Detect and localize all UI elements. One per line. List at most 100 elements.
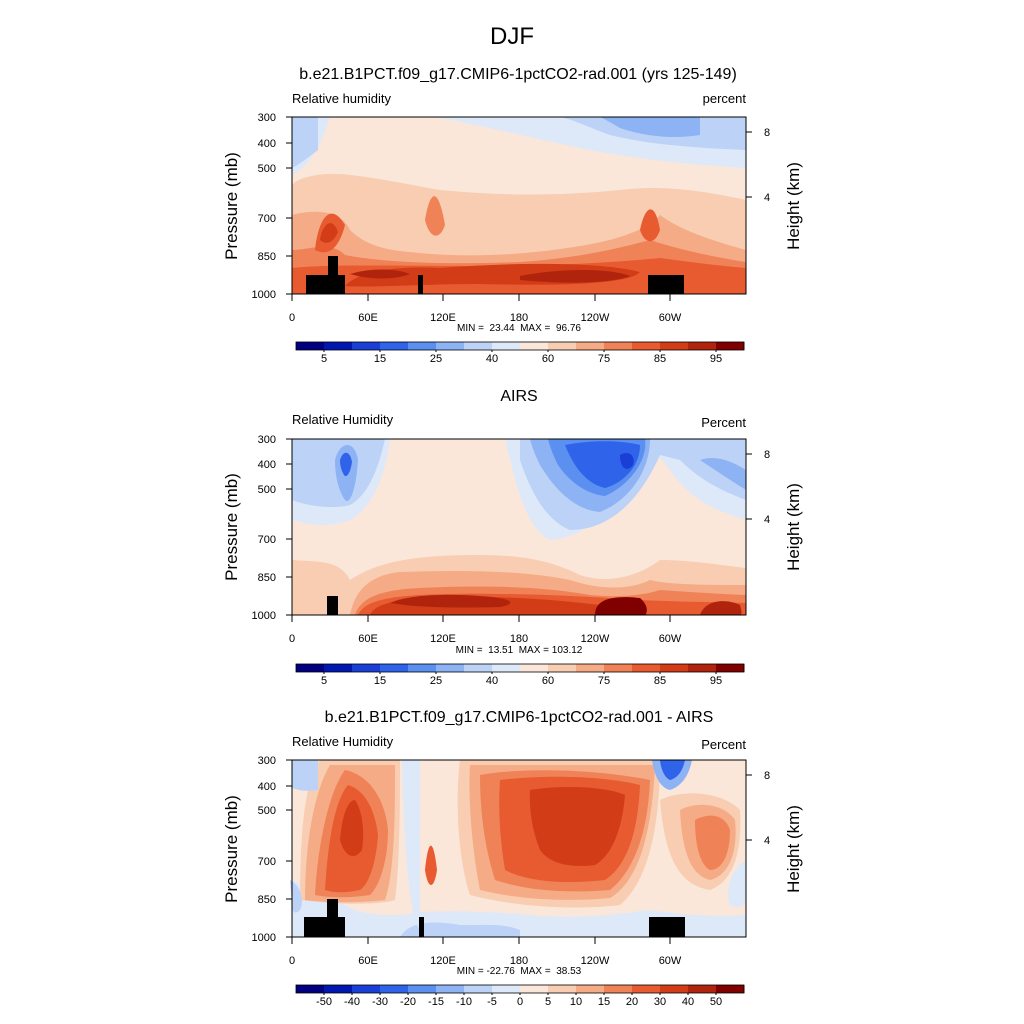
colorbar-swatch [716,342,745,350]
panel-3-right-axis: 8 4 Height (km) [746,770,803,893]
panel-1-xtick-label: 120W [581,312,610,324]
colorbar-label: 0 [517,996,523,1008]
panel-2-colorbar: 5 15 25 40 60 75 85 95 [295,663,745,687]
panel-1-xtick-label: 180 [510,312,528,324]
panel-1-xtick-label: 60W [659,312,682,324]
panel-2-rtick-label: 4 [764,514,770,526]
colorbar-swatch [352,342,381,350]
colorbar-label: -20 [400,996,416,1008]
panel-3-xtick-label: 0 [289,955,295,967]
colorbar-label: 15 [374,353,386,365]
colorbar-swatch [380,985,409,993]
panel-2-ytick-label: 500 [258,484,276,496]
panel-3-colorbar: -50 -40 -30 -20 -15 -10 -5 0 5 10 15 20 30 40 50 [295,984,745,1008]
panel-1-left-label: Relative humidity [292,91,391,106]
colorbar-swatch [520,342,549,350]
colorbar-swatch [464,985,493,993]
panel-1-right-label: percent [703,91,747,106]
panel-2-ytick-label: 1000 [252,610,276,622]
panel-2-field [292,439,746,615]
panel-1-ytick-label: 700 [258,213,276,225]
panel-3-right-label: Percent [701,737,746,752]
panel-1-ytick-label: 500 [258,163,276,175]
colorbar-swatch [548,664,577,672]
panel-2-rtick-label: 8 [764,449,770,461]
colorbar-swatch [408,664,437,672]
panel-2-xtick-label: 120W [581,633,610,645]
panel-1-rtick-label: 4 [764,192,770,204]
colorbar-label: 15 [374,675,386,687]
colorbar-swatch [632,342,661,350]
panel-3-ytick-label: 300 [258,755,276,767]
colorbar-swatch [380,342,409,350]
panel-1-xtick-label: 120E [430,312,456,324]
panel-3-rtick-label: 4 [764,835,770,847]
colorbar-swatch [492,664,521,672]
panel-1-xtick-label: 0 [289,312,295,324]
colorbar-swatch [436,664,465,672]
panel-2-right-axis: 8 4 Height (km) [746,449,803,571]
colorbar-swatch [716,985,745,993]
panel-2-ytick-label: 300 [258,434,276,446]
colorbar-label: 50 [710,996,722,1008]
colorbar-border [295,341,745,351]
colorbar-label: 85 [654,675,666,687]
panel-2-right-ylabel: Height (km) [784,483,803,571]
colorbar-label: 95 [710,675,722,687]
colorbar-label: -5 [487,996,497,1008]
panel-3-xtick-label: 120W [581,955,610,967]
panel-1-ylabel: Pressure (mb) [222,152,241,260]
panel-2-stats: MIN = 13.51 MAX = 103.12 [456,645,583,656]
colorbar-swatch [576,664,605,672]
panel-2-xtick-label: 60W [659,633,682,645]
colorbar-swatch [492,342,521,350]
colorbar-label: 30 [654,996,666,1008]
colorbar-swatch [520,985,549,993]
panel-3: b.e21.B1PCT.f09_g17.CMIP6-1pctCO2-rad.00… [222,709,803,1008]
colorbar-label: 25 [430,675,442,687]
panel-3-ytick-label: 1000 [252,932,276,944]
panel-1-xtick-label: 60E [358,312,378,324]
panel-2-title: AIRS [500,388,537,405]
colorbar-swatch [296,985,325,993]
panel-3-ytick-label: 700 [258,856,276,868]
colorbar-swatch [380,664,409,672]
panel-1-ytick-label: 300 [258,112,276,124]
panel-3-xtick-label: 60W [659,955,682,967]
panel-3-left-label: Relative Humidity [292,734,394,749]
panel-3-stats: MIN = -22.76 MAX = 38.53 [457,966,582,977]
colorbar-border [295,663,745,673]
colorbar-swatch [296,664,325,672]
panel-1-rtick-label: 8 [764,127,770,139]
colorbar-swatch [688,342,717,350]
panel-3-xtick-label: 60E [358,955,378,967]
colorbar-swatch [660,342,689,350]
colorbar-label: 60 [542,675,554,687]
panel-1-right-ylabel: Height (km) [784,162,803,250]
colorbar-label: 10 [570,996,582,1008]
panel-3-ytick-label: 500 [258,805,276,817]
panel-2-xtick-label: 60E [358,633,378,645]
panel-2-ylabel: Pressure (mb) [222,473,241,581]
colorbar-swatch [548,985,577,993]
panel-3-xtick-label: 180 [510,955,528,967]
colorbar-label: 5 [545,996,551,1008]
panel-3-xtick-label: 120E [430,955,456,967]
colorbar-swatch [324,664,353,672]
panel-1-y-axis: 300 400 500 700 850 1000 Pressure (mb) [222,112,292,301]
panel-2-xtick-label: 120E [430,633,456,645]
panel-3-title: b.e21.B1PCT.f09_g17.CMIP6-1pctCO2-rad.00… [325,709,714,726]
colorbar-label: -50 [316,996,332,1008]
colorbar-swatch [296,342,325,350]
panel-1-x-axis: 0 60E 120E 180 120W 60W MIN = 23.44 MAX … [289,294,682,334]
panel-2-x-axis: 0 60E 120E 180 120W 60W MIN = 13.51 MAX … [289,615,682,656]
panel-2-right-label: Percent [701,415,746,430]
panel-3-right-ylabel: Height (km) [784,805,803,893]
colorbar-label: 60 [542,353,554,365]
colorbar-swatch [408,342,437,350]
colorbar-swatch [324,342,353,350]
panel-3-x-axis: 0 60E 120E 180 120W 60W MIN = -22.76 MAX… [289,937,682,977]
panel-3-ytick-label: 850 [258,894,276,906]
panel-2-y-axis: 300 400 500 700 850 1000 Pressure (mb) [222,434,292,622]
